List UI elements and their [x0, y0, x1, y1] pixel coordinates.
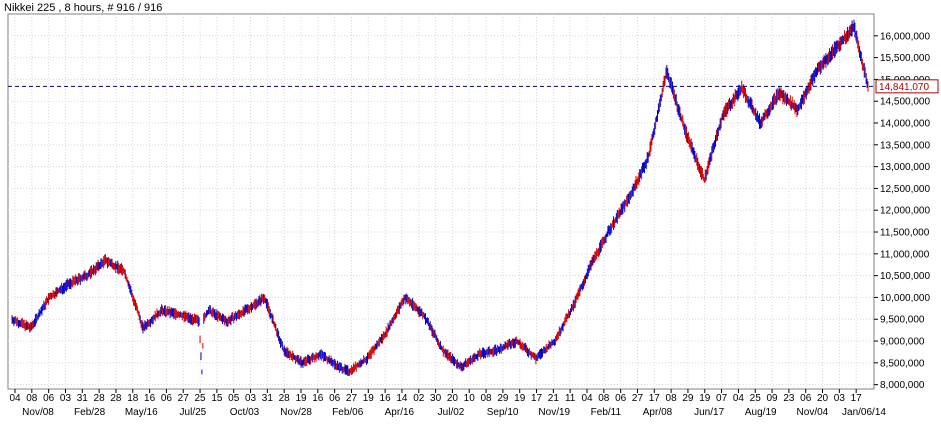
x-date-label: Aug/19	[745, 407, 777, 418]
x-tick-label: 08	[480, 393, 492, 404]
y-axis: 16,000,00015,500,00015,000,00014,500,000…	[874, 31, 930, 391]
x-date-label: Nov/04	[797, 407, 829, 418]
current-price-label: 14,841,070	[879, 82, 929, 93]
y-tick-label: 11,500,000	[880, 228, 930, 239]
x-tick-label: 05	[228, 393, 240, 404]
x-tick-label: 27	[346, 393, 358, 404]
x-date-label: Apr/08	[643, 407, 673, 418]
x-tick-label: 18	[127, 393, 139, 404]
x-tick-label: 25	[750, 393, 762, 404]
x-date-label: Sep/10	[487, 407, 519, 418]
x-tick-label: 06	[329, 393, 341, 404]
x-date-label: Jun/17	[694, 407, 724, 418]
x-tick-label: 02	[413, 393, 425, 404]
x-tick-label: 17	[851, 393, 863, 404]
x-tick-label: 11	[565, 393, 576, 404]
x-tick-label: 07	[716, 393, 728, 404]
x-tick-label: 20	[817, 393, 829, 404]
plot-area	[7, 13, 875, 390]
x-date-label: Feb/11	[591, 407, 622, 418]
x-tick-label: 19	[363, 393, 375, 404]
x-tick-label: 28	[94, 393, 106, 404]
x-tick-label: 14	[396, 393, 408, 404]
x-date-label: Feb/28	[74, 407, 106, 418]
y-tick-label: 13,000,000	[880, 162, 930, 173]
x-tick-label: 29	[682, 393, 694, 404]
y-tick-label: 14,500,000	[880, 97, 930, 108]
price-series	[11, 19, 869, 377]
x-tick-label: 21	[548, 393, 560, 404]
x-tick-label: 04	[581, 393, 593, 404]
x-tick-label: 16	[380, 393, 392, 404]
x-tick-label: 31	[77, 393, 89, 404]
x-tick-label: 25	[194, 393, 206, 404]
x-tick-label: 03	[245, 393, 257, 404]
x-tick-label: 20	[447, 393, 459, 404]
x-tick-label: 03	[60, 393, 72, 404]
x-tick-label: 27	[632, 393, 644, 404]
x-tick-label: 10	[464, 393, 476, 404]
x-tick-label: 16	[312, 393, 324, 404]
x-tick-label: 06	[161, 393, 173, 404]
y-tick-label: 12,000,000	[880, 206, 930, 217]
x-tick-label: 28	[110, 393, 122, 404]
x-tick-label: 27	[178, 393, 190, 404]
current-price-tag	[875, 79, 939, 94]
x-date-label: Oct/03	[230, 407, 260, 418]
x-date-label: Feb/06	[332, 407, 364, 418]
x-tick-label: 17	[531, 393, 543, 404]
x-tick-label: 30	[430, 393, 442, 404]
x-tick-label: 06	[615, 393, 627, 404]
y-tick-label: 15,500,000	[880, 53, 930, 64]
x-tick-label: 09	[766, 393, 778, 404]
y-tick-label: 8,500,000	[880, 358, 925, 369]
x-tick-label: 31	[262, 393, 274, 404]
x-tick-label: 23	[783, 393, 795, 404]
x-date-label: Nov/08	[22, 407, 54, 418]
x-tick-label: 06	[800, 393, 812, 404]
x-tick-label: 17	[649, 393, 661, 404]
x-tick-label: 28	[279, 393, 291, 404]
y-tick-label: 8,000,000	[880, 380, 925, 391]
x-tick-label: 08	[26, 393, 38, 404]
x-tick-label: 03	[834, 393, 846, 404]
x-date-label: Nov/19	[538, 407, 570, 418]
x-tick-label: 15	[211, 393, 223, 404]
y-tick-label: 16,000,000	[880, 31, 930, 42]
x-tick-label: 19	[699, 393, 711, 404]
x-date-label: Jul/25	[180, 407, 207, 418]
x-tick-label: 16	[144, 393, 156, 404]
y-tick-label: 13,500,000	[880, 140, 930, 151]
gridlines	[8, 14, 874, 389]
x-date-label: Jan/06/14	[842, 407, 886, 418]
x-date-label: May/16	[125, 407, 158, 418]
chart-title: Nikkei 225 , 8 hours, # 916 / 916	[4, 2, 162, 14]
x-date-label: Jul/02	[438, 407, 465, 418]
x-tick-label: 08	[666, 393, 678, 404]
y-tick-label: 10,000,000	[880, 293, 930, 304]
x-tick-label: 19	[514, 393, 526, 404]
x-tick-label: 06	[43, 393, 55, 404]
x-tick-label: 04	[9, 393, 21, 404]
x-tick-label: 08	[598, 393, 610, 404]
y-tick-label: 9,000,000	[880, 337, 925, 348]
x-tick-label: 19	[295, 393, 307, 404]
x-tick-label: 29	[497, 393, 509, 404]
x-date-label: Nov/28	[280, 407, 312, 418]
y-tick-label: 14,000,000	[880, 119, 930, 130]
y-tick-label: 10,500,000	[880, 271, 930, 282]
y-tick-label: 12,500,000	[880, 184, 930, 195]
x-axis: 04 08 06 03 31 28 28 18 16 06 27 25 15 05 03 31 28 19 16 06…	[9, 389, 886, 418]
x-tick-label: 04	[733, 393, 745, 404]
x-date-label: Apr/16	[385, 407, 415, 418]
y-tick-label: 11,000,000	[880, 249, 930, 260]
y-tick-label: 9,500,000	[880, 315, 925, 326]
